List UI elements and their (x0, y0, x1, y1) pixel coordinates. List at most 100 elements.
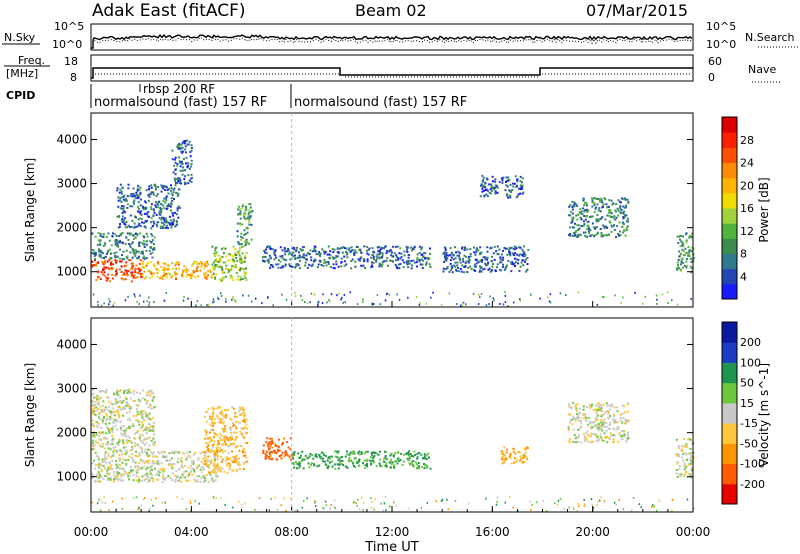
velocity-colorbar-frame (721, 321, 738, 505)
power-cell (293, 248, 296, 251)
power-cell (212, 266, 215, 269)
velocity-cell (690, 459, 692, 462)
power-cell (390, 259, 393, 262)
power-cell (327, 261, 330, 263)
power-cell (484, 186, 486, 189)
power-cell (129, 267, 132, 270)
power-cell (317, 263, 320, 266)
power-cell (368, 247, 371, 250)
power-cell (157, 262, 160, 265)
power-cell (162, 200, 165, 202)
power-speckle (416, 296, 418, 299)
power-cell (600, 233, 603, 236)
velocity-speckle (91, 501, 93, 504)
power-cell (296, 246, 298, 249)
velocity-cell (601, 425, 604, 428)
power-cell (167, 221, 170, 224)
power-cell (329, 250, 332, 253)
velocity-cell (113, 421, 116, 424)
power-cell (164, 221, 167, 224)
velocity-cell (97, 422, 100, 425)
power-cell (218, 278, 221, 281)
power-cell (190, 144, 193, 147)
velocity-cell (107, 465, 110, 468)
power-cell (514, 252, 517, 255)
power-colorbar-tick: 28 (740, 134, 754, 147)
power-cell (400, 252, 403, 255)
velocity-cell (119, 420, 122, 423)
power-cell (403, 250, 406, 253)
power-cell (232, 255, 235, 258)
power-cell (407, 266, 410, 269)
power-cell (366, 258, 369, 261)
velocity-cell (589, 406, 592, 409)
velocity-cell (221, 417, 224, 420)
velocity-speckle (468, 502, 470, 505)
x-tick-label: 08:00 (274, 525, 309, 539)
power-cell (576, 218, 579, 221)
velocity-cell (598, 402, 600, 405)
velocity-cell (216, 434, 219, 437)
velocity-cell (373, 452, 376, 454)
velocity-speckle (325, 500, 327, 503)
power-cell (190, 147, 193, 149)
power-cell (133, 249, 136, 252)
velocity-cell (320, 451, 323, 454)
power-cell (613, 228, 616, 231)
power-cell (521, 253, 524, 256)
velocity-cell (307, 462, 310, 465)
power-speckle (108, 303, 110, 306)
power-cell (268, 254, 271, 257)
velocity-cell (221, 467, 224, 470)
velocity-cell (278, 454, 281, 457)
velocity-cell (505, 458, 508, 461)
velocity-cell (517, 450, 520, 453)
power-cell (675, 267, 678, 270)
velocity-cell (114, 399, 117, 402)
power-cell (397, 263, 400, 266)
power-cell (141, 206, 144, 209)
velocity-cell (128, 436, 131, 439)
velocity-speckle (370, 497, 372, 499)
velocity-cell (597, 407, 600, 410)
velocity-speckle (454, 500, 457, 502)
velocity-cell (186, 475, 189, 478)
power-cell (484, 258, 487, 261)
velocity-cell (147, 480, 150, 483)
velocity-cell (374, 451, 377, 454)
velocity-cell (110, 464, 113, 467)
power-cell (446, 257, 449, 260)
velocity-cell (227, 452, 230, 455)
power-cell (385, 251, 388, 254)
velocity-cell (212, 450, 214, 453)
velocity-cell (290, 454, 293, 457)
power-cell (350, 260, 353, 263)
velocity-cell (244, 442, 247, 445)
velocity-cell (101, 419, 104, 422)
power-cell (490, 260, 493, 263)
velocity-cell (144, 460, 147, 463)
velocity-cell (94, 451, 97, 454)
velocity-cell (389, 454, 392, 457)
power-cell (603, 225, 606, 228)
velocity-cell (681, 450, 684, 453)
velocity-cell (189, 456, 192, 459)
power-cell (509, 196, 512, 199)
velocity-cell (224, 430, 227, 433)
power-cell (141, 242, 144, 245)
power-cell (235, 271, 238, 274)
velocity-cell (216, 450, 219, 452)
velocity-cell (227, 445, 230, 447)
velocity-cell (137, 420, 140, 423)
velocity-cell (625, 419, 627, 422)
power-cell (458, 259, 461, 261)
velocity-cell (210, 449, 213, 451)
power-colorbar-swatch (722, 283, 737, 300)
velocity-cell (183, 470, 186, 473)
power-cell (469, 255, 472, 258)
velocity-cell (197, 457, 200, 460)
power-cell (176, 144, 179, 147)
power-cell (505, 266, 508, 269)
velocity-cell (215, 467, 217, 469)
velocity-cell (139, 411, 142, 414)
